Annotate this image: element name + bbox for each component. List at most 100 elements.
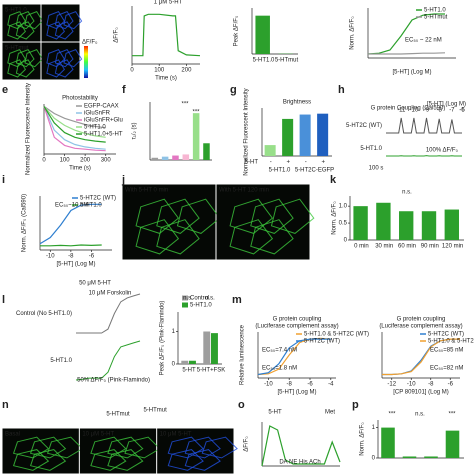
x-axis-label: Time (s) bbox=[69, 166, 91, 172]
annotation: *** bbox=[388, 412, 396, 418]
panel-title: Brightness bbox=[283, 100, 311, 106]
cell-outline bbox=[135, 219, 180, 255]
dose-label: -5 bbox=[459, 108, 465, 114]
legend-swatch bbox=[182, 295, 188, 301]
panel-title: G protein coupling bbox=[273, 317, 322, 323]
annotation: EC₅₀ ~ 22 nM bbox=[405, 38, 442, 44]
bar bbox=[203, 331, 211, 364]
colorbar bbox=[84, 46, 88, 78]
group-label: 5-HT1.0 bbox=[269, 168, 291, 174]
dose-label: -7 bbox=[449, 108, 455, 114]
cell-outline bbox=[46, 21, 66, 40]
x-tick-label: 5-HT1.0 bbox=[253, 58, 275, 64]
annotation: 50% ΔF/F₀ (Pink-Flamindo) bbox=[77, 378, 150, 384]
panel-letter: k bbox=[330, 174, 337, 186]
panel-letter: h bbox=[338, 84, 345, 96]
series-line bbox=[43, 106, 106, 150]
annotation: [5-HT] (Log M) bbox=[427, 102, 466, 108]
annotation: n.s. bbox=[402, 190, 412, 196]
cell-outline bbox=[46, 59, 66, 78]
panel-letter: p bbox=[352, 399, 359, 411]
bar bbox=[211, 333, 218, 364]
dose-label: -9 bbox=[424, 108, 430, 114]
panel-letter: n bbox=[2, 399, 9, 411]
annotation: DA NE His ACh bbox=[279, 460, 320, 466]
dose-label: -10 bbox=[410, 108, 419, 114]
cell-outline bbox=[29, 449, 67, 471]
x-tick-label: 60 min bbox=[398, 244, 416, 250]
cell-outline bbox=[15, 59, 35, 78]
trace bbox=[386, 117, 462, 134]
tile-caption: 5-HT1.0 bbox=[5, 8, 27, 14]
y-axis-label: Normalized Fluorescent Intensity bbox=[244, 88, 250, 175]
panel-title: G protein coupling bbox=[397, 317, 446, 323]
cell-outline bbox=[184, 449, 221, 471]
x-axis-label: [5-HT] (Log M) bbox=[56, 262, 95, 268]
bar bbox=[444, 209, 459, 240]
legend-swatch bbox=[182, 302, 188, 308]
trace-label: Control (No 5-HT1.0) bbox=[16, 311, 72, 317]
y-axis-label: Norm. ΔF/F₀ bbox=[332, 201, 338, 235]
series-line bbox=[132, 13, 201, 57]
panel-subtitle: (Luciferase complement assay) bbox=[379, 324, 462, 330]
cell-outline bbox=[54, 59, 74, 78]
x-axis-label: Time (s) bbox=[155, 76, 177, 82]
bar bbox=[445, 430, 460, 458]
x-tick-label: 5-HT+FSK bbox=[197, 368, 226, 374]
series-line bbox=[43, 105, 106, 129]
annotation: 100 s bbox=[369, 166, 384, 172]
cell-outline bbox=[107, 449, 144, 471]
y-axis-label: Peak ΔF/F₀ (Pink-Flamindo) bbox=[160, 301, 166, 376]
panel-subtitle: (Luciferase complement assay) bbox=[255, 324, 338, 330]
x-tick-label: -4 bbox=[328, 382, 334, 388]
cell-outline bbox=[156, 219, 200, 255]
image-tile bbox=[216, 184, 310, 260]
cell-outline bbox=[167, 449, 204, 471]
y-tick-label: 0 bbox=[372, 456, 376, 462]
annotation: 10 μM Forskolin bbox=[89, 291, 132, 297]
x-tick-label: 200 bbox=[181, 68, 192, 74]
bar bbox=[172, 155, 179, 160]
bar bbox=[182, 154, 190, 160]
bar bbox=[181, 360, 189, 364]
legend-label: 5-HT2C (WT) bbox=[304, 339, 340, 345]
bar bbox=[317, 113, 329, 156]
x-tick-label: 200 bbox=[80, 158, 91, 164]
x-tick-label: -12 bbox=[387, 382, 396, 388]
x-tick-label: -6 bbox=[448, 382, 454, 388]
cell-outline bbox=[176, 198, 221, 234]
bar bbox=[376, 202, 391, 240]
x-tick-label: -10 bbox=[46, 254, 55, 260]
x-tick-label: 5-HTmut bbox=[275, 58, 299, 64]
bar bbox=[299, 114, 311, 156]
bar bbox=[255, 15, 270, 54]
cell-outline bbox=[229, 219, 274, 255]
group-title: 5-HTmut bbox=[143, 408, 167, 414]
legend-label: 5-HT2C (WT) bbox=[428, 332, 464, 338]
bar bbox=[421, 211, 437, 240]
bar bbox=[282, 118, 294, 156]
y-axis-label: Norm. ΔF/F₀ bbox=[350, 16, 356, 50]
y-tick-label: 0.5 bbox=[339, 221, 348, 227]
y-axis-label: Relative luminescence bbox=[240, 324, 246, 385]
cell-outline bbox=[12, 449, 50, 471]
annotation: 5-HT bbox=[268, 410, 282, 416]
annotation: n.s. bbox=[205, 296, 215, 302]
cell-outline bbox=[90, 449, 127, 471]
bar bbox=[192, 113, 200, 160]
cell-outline bbox=[7, 21, 27, 40]
x-axis-label: [5-HT] (Log M) bbox=[277, 390, 316, 396]
bar bbox=[161, 156, 169, 160]
bar bbox=[353, 206, 368, 240]
x-tick-label: 90 min bbox=[421, 244, 439, 250]
colorbar-label: ΔF/F₀ bbox=[82, 40, 98, 46]
bar bbox=[203, 143, 210, 160]
x-tick-label: 100 bbox=[154, 68, 165, 74]
x-tick-label: - bbox=[270, 160, 272, 166]
row-label: 5-HT bbox=[245, 160, 259, 166]
panel-letter: i bbox=[2, 174, 5, 186]
annotation: 1 μM 5-HT bbox=[154, 0, 183, 6]
legend-label: EGFP-CAAX bbox=[84, 104, 119, 110]
legend-label: 5-HT1.0 & 5-HT2C (WT) bbox=[304, 332, 369, 338]
